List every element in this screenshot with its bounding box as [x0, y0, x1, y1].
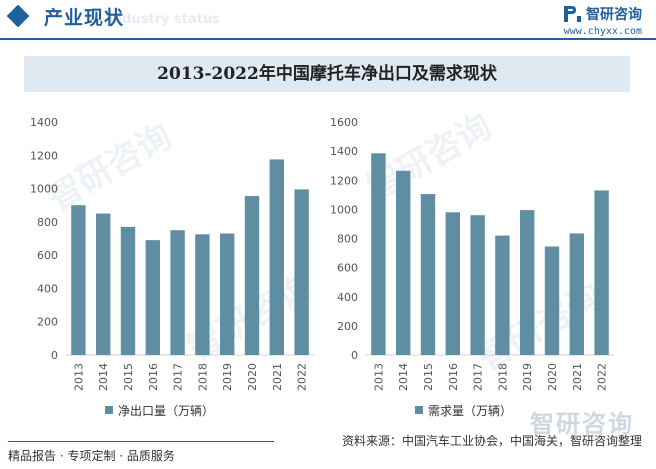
x-tick-label: 2017	[472, 363, 485, 391]
legend-swatch	[105, 406, 113, 414]
y-tick-label: 600	[37, 249, 58, 262]
x-tick-label: 2014	[97, 363, 110, 391]
source-note: 资料来源：中国汽车工业协会，中国海关，智研咨询整理	[341, 434, 642, 448]
y-tick-label: 0	[351, 349, 358, 362]
bar	[569, 233, 584, 355]
legend-swatch	[415, 406, 423, 414]
footer-divider	[8, 441, 274, 442]
y-tick-label: 200	[37, 316, 58, 329]
bar	[120, 226, 136, 355]
y-tick-label: 1000	[30, 183, 58, 196]
bar	[594, 190, 609, 355]
bar	[396, 170, 411, 355]
chart-title: 2013-2022年中国摩托车净出口及需求现状	[157, 64, 497, 84]
chyxx-logo-icon	[564, 6, 581, 22]
bar	[371, 153, 386, 355]
header: Industry status 产业现状 智研咨询 www.chyxx.com	[0, 0, 656, 38]
legend-label: 需求量（万辆）	[428, 404, 512, 418]
y-tick-label: 1000	[330, 203, 358, 216]
bar	[170, 230, 185, 355]
footer-slogan: 精品报告 · 专项定制 · 品质服务	[8, 449, 175, 463]
y-tick-label: 400	[337, 291, 358, 304]
x-tick-label: 2018	[496, 363, 509, 391]
brand-url: www.chyxx.com	[563, 26, 642, 37]
x-tick-label: 2016	[147, 363, 160, 391]
bar	[445, 212, 460, 355]
x-tick-label: 2017	[172, 363, 185, 391]
header-ghost-text: Industry status	[108, 12, 220, 27]
bar	[145, 240, 160, 355]
legend-label: 净出口量（万辆）	[118, 404, 214, 418]
y-tick-label: 800	[37, 216, 58, 229]
y-tick-label: 1200	[330, 174, 358, 187]
x-tick-label: 2018	[196, 363, 209, 391]
bar	[220, 233, 235, 355]
y-tick-label: 200	[337, 320, 358, 333]
bar	[269, 159, 284, 355]
y-tick-label: 1400	[30, 116, 58, 129]
bar	[195, 234, 210, 355]
x-tick-label: 2016	[447, 363, 460, 391]
x-tick-label: 2019	[221, 363, 234, 391]
page-title: 产业现状	[44, 7, 125, 29]
x-tick-label: 2022	[596, 363, 609, 391]
x-tick-label: 2022	[296, 363, 309, 391]
y-tick-label: 400	[37, 282, 58, 295]
x-tick-label: 2021	[571, 363, 584, 391]
bar	[520, 210, 535, 355]
brand-name: 智研咨询	[586, 7, 642, 23]
x-tick-label: 2020	[246, 363, 259, 391]
bar	[420, 194, 436, 355]
bar	[71, 205, 86, 355]
bar	[294, 189, 309, 355]
x-tick-label: 2013	[372, 363, 385, 391]
bar	[244, 196, 260, 355]
y-tick-label: 0	[51, 349, 58, 362]
y-tick-label: 600	[337, 262, 358, 275]
y-tick-label: 1200	[30, 149, 58, 162]
bar	[495, 235, 510, 355]
bar	[96, 213, 111, 355]
x-tick-label: 2019	[521, 363, 534, 391]
bar	[470, 215, 485, 355]
x-tick-label: 2015	[122, 363, 135, 391]
x-tick-label: 2021	[271, 363, 284, 391]
chart-title-bar: 2013-2022年中国摩托车净出口及需求现状	[24, 56, 630, 92]
x-tick-label: 2020	[546, 363, 559, 391]
x-tick-label: 2015	[422, 363, 435, 391]
brand: 智研咨询 www.chyxx.com	[562, 4, 642, 37]
header-divider	[0, 38, 656, 40]
y-tick-label: 1600	[330, 116, 358, 129]
watermark-bottom: 智研咨询	[530, 410, 634, 438]
x-tick-label: 2013	[72, 363, 85, 391]
x-tick-label: 2014	[397, 363, 410, 391]
y-tick-label: 800	[337, 233, 358, 246]
bar	[544, 246, 560, 355]
y-tick-label: 1400	[330, 145, 358, 158]
